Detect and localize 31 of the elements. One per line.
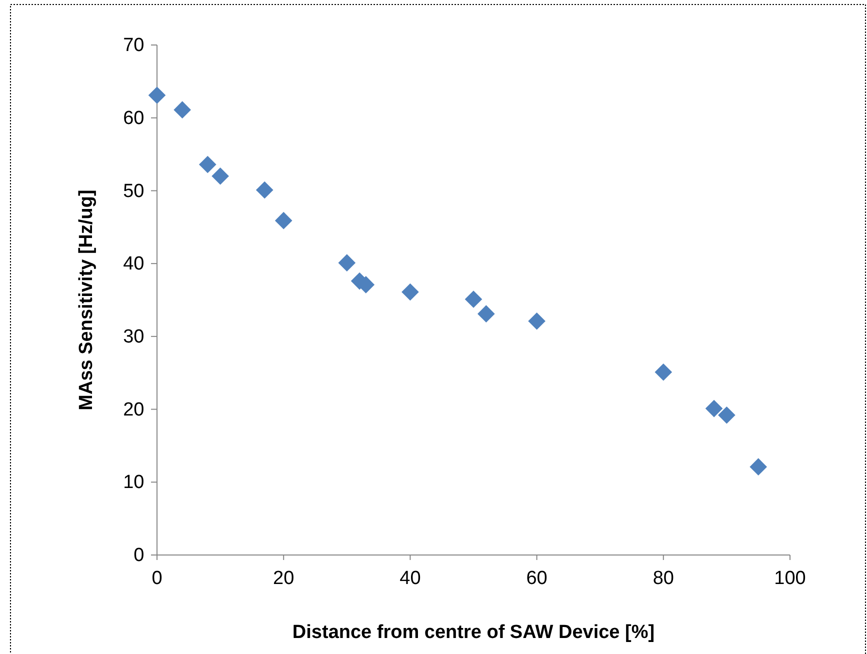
x-tick-label: 100 [774, 568, 806, 589]
point [212, 167, 229, 185]
point [750, 458, 768, 476]
x-tick-label: 60 [526, 568, 548, 589]
point [705, 400, 723, 418]
y-axis-title: MAss Sensitivity [Hz/ug] [76, 190, 97, 410]
point [198, 156, 216, 174]
point [274, 212, 292, 230]
y-tick-label: 30 [123, 326, 144, 348]
point [654, 363, 672, 381]
y-tick-label: 40 [123, 254, 144, 275]
x-tick-label: 20 [273, 568, 294, 589]
point [464, 290, 482, 308]
point [478, 305, 495, 322]
x-tick-label: 80 [652, 568, 674, 589]
point [148, 86, 166, 104]
point [402, 283, 419, 301]
point [718, 406, 736, 424]
y-tick-label: 10 [123, 472, 144, 494]
y-tick-label: 60 [123, 108, 144, 129]
y-tick-label: 0 [134, 545, 144, 566]
x-tick-label: 40 [400, 568, 421, 589]
point [338, 254, 356, 272]
point [528, 312, 546, 330]
y-tick-label: 50 [123, 180, 144, 202]
point [174, 101, 191, 118]
y-tick-label: 20 [123, 399, 144, 420]
x-tick-label: 0 [152, 568, 162, 589]
x-axis-title: Distance from centre of SAW Device [%] [292, 622, 655, 643]
point [256, 181, 274, 199]
y-tick-label: 70 [123, 35, 144, 56]
